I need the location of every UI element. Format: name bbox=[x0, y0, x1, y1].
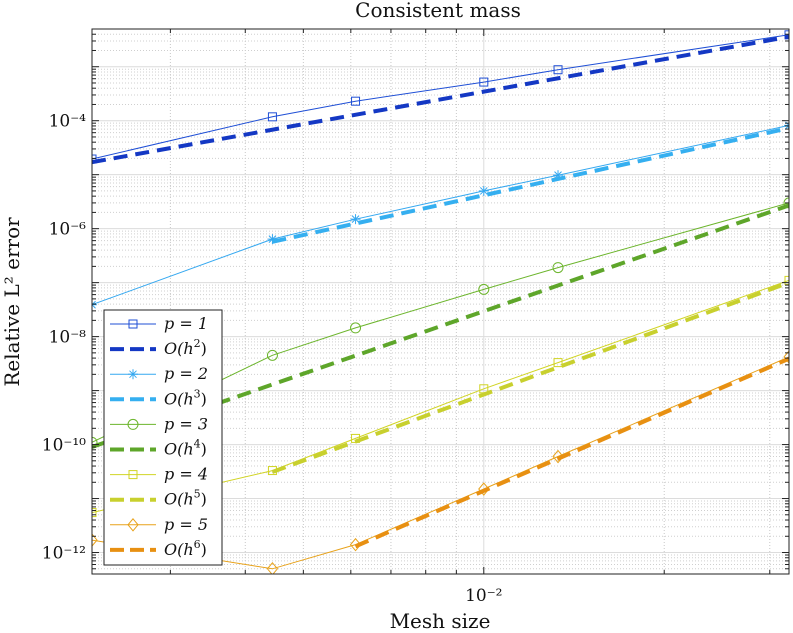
marker-square bbox=[128, 470, 138, 480]
legend-label-close: ) bbox=[201, 440, 207, 459]
legend-label: O(h2) bbox=[164, 337, 207, 358]
legend-label-exponent: 4 bbox=[194, 438, 201, 451]
reference-line bbox=[92, 34, 789, 165]
chart-title: Consistent mass bbox=[355, 0, 521, 22]
marker-circle bbox=[127, 418, 139, 430]
legend-label: p = 3 bbox=[164, 414, 208, 433]
legend-label-close: ) bbox=[201, 490, 207, 509]
marker-square bbox=[553, 65, 563, 75]
series-group bbox=[92, 30, 789, 574]
marker-square bbox=[479, 77, 489, 87]
y-tick-label: 10⁻⁶ bbox=[49, 220, 87, 240]
legend-label-close: ) bbox=[201, 339, 207, 358]
legend-label: O(h4) bbox=[164, 438, 207, 459]
marker-diamond bbox=[349, 537, 362, 552]
series-7 bbox=[271, 280, 789, 474]
legend-label-main: O(h bbox=[164, 339, 194, 358]
y-tick-label: 10⁻⁴ bbox=[49, 112, 87, 132]
marker-diamond bbox=[552, 449, 564, 464]
marker-square bbox=[784, 275, 789, 285]
asterisk-stroke bbox=[351, 215, 360, 224]
legend-label: p = 1 bbox=[164, 314, 208, 333]
legend-label-exponent: 5 bbox=[194, 488, 201, 501]
marker-square bbox=[784, 30, 789, 40]
series-4 bbox=[92, 197, 789, 448]
marker-square bbox=[92, 154, 97, 164]
series-line bbox=[92, 34, 789, 160]
x-axis-label: Mesh size bbox=[390, 609, 491, 633]
y-tick-label: 10⁻⁸ bbox=[49, 328, 87, 348]
reference-line bbox=[354, 356, 789, 549]
marker-circle bbox=[92, 436, 98, 448]
marker-square bbox=[267, 112, 277, 122]
x-tick-label: 10⁻² bbox=[465, 586, 502, 606]
legend-label-main: O(h bbox=[164, 490, 194, 509]
legend-label-close: ) bbox=[201, 389, 207, 408]
legend-label-main: O(h bbox=[164, 440, 194, 459]
legend-label: p = 5 bbox=[164, 515, 208, 534]
grid bbox=[92, 29, 789, 574]
legend-label: p = 4 bbox=[164, 465, 208, 484]
legend-label: O(h3) bbox=[164, 387, 207, 408]
legend-label-exponent: 6 bbox=[194, 538, 201, 551]
marker-square bbox=[553, 358, 563, 368]
marker-asterisk bbox=[92, 299, 97, 310]
legend-label-close: ) bbox=[201, 540, 207, 559]
legend-box bbox=[103, 309, 223, 566]
legend-label-main: O(h bbox=[164, 389, 194, 408]
marker-circle bbox=[783, 197, 789, 209]
marker-circle bbox=[478, 283, 490, 295]
marker-square bbox=[351, 96, 361, 106]
marker-circle bbox=[266, 349, 278, 361]
legend-label: O(h6) bbox=[164, 538, 207, 559]
series-line bbox=[92, 279, 789, 514]
plot-frame bbox=[91, 28, 790, 575]
series-9 bbox=[354, 356, 789, 549]
marker-diamond bbox=[266, 561, 279, 574]
legend-label-exponent: 3 bbox=[194, 387, 201, 400]
series-3 bbox=[271, 126, 789, 244]
legend: p = 1O(h2)p = 2O(h3)p = 3O(h4)p = 4O(h5)… bbox=[103, 309, 223, 566]
marker-diamond bbox=[478, 482, 490, 496]
marker-square bbox=[128, 319, 138, 329]
ticks: 10⁻² 10⁻¹² 10⁻¹⁰ 10⁻⁸ 10⁻⁶ 10⁻⁴ bbox=[42, 29, 789, 606]
asterisk-stroke bbox=[785, 124, 789, 130]
marker-circle bbox=[350, 322, 362, 334]
y-tick-label: 10⁻¹² bbox=[42, 544, 86, 564]
series-2 bbox=[92, 120, 789, 310]
reference-line bbox=[271, 126, 789, 244]
series-1 bbox=[92, 34, 789, 165]
marker-asterisk bbox=[350, 214, 361, 225]
series-line bbox=[92, 202, 789, 443]
asterisk-stroke bbox=[92, 304, 96, 309]
series-0 bbox=[92, 30, 789, 164]
reference-line bbox=[271, 280, 789, 474]
series-line bbox=[92, 124, 789, 306]
marker-asterisk bbox=[128, 369, 138, 380]
legend-label-main: O(h bbox=[164, 540, 194, 559]
marker-circle bbox=[552, 262, 564, 274]
y-axis-label: Relative L² error bbox=[0, 217, 24, 387]
marker-square bbox=[92, 508, 97, 518]
series-6 bbox=[92, 275, 789, 518]
legend-label: p = 2 bbox=[164, 364, 208, 383]
asterisk-stroke bbox=[129, 370, 137, 379]
legend-label-exponent: 2 bbox=[194, 337, 201, 350]
asterisk-stroke bbox=[92, 300, 96, 306]
asterisk-stroke bbox=[479, 187, 488, 195]
y-tick-label: 10⁻¹⁰ bbox=[42, 436, 86, 456]
legend-label: O(h5) bbox=[164, 488, 207, 509]
marker-diamond bbox=[92, 533, 98, 547]
asterisk-stroke bbox=[268, 235, 277, 243]
marker-asterisk bbox=[478, 185, 489, 196]
marker-diamond bbox=[783, 350, 789, 364]
marker-diamond bbox=[127, 518, 139, 532]
